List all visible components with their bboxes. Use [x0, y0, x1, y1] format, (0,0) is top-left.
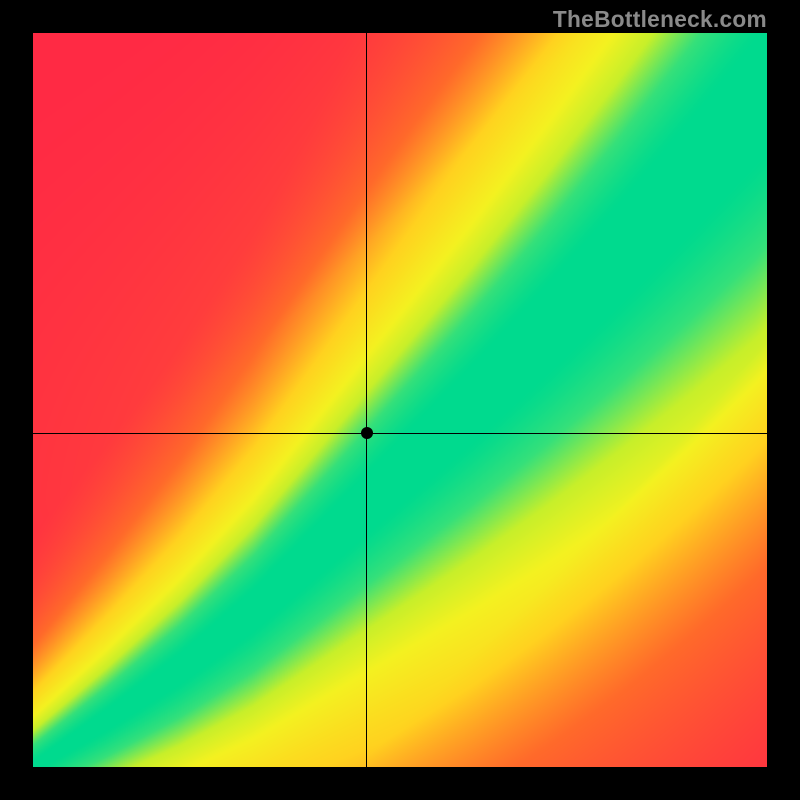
- crosshair-vertical: [366, 33, 367, 767]
- heatmap-plot: [33, 33, 767, 767]
- crosshair-marker: [361, 427, 373, 439]
- watermark-text: TheBottleneck.com: [553, 6, 767, 33]
- crosshair-horizontal: [33, 433, 767, 434]
- heatmap-canvas: [33, 33, 767, 767]
